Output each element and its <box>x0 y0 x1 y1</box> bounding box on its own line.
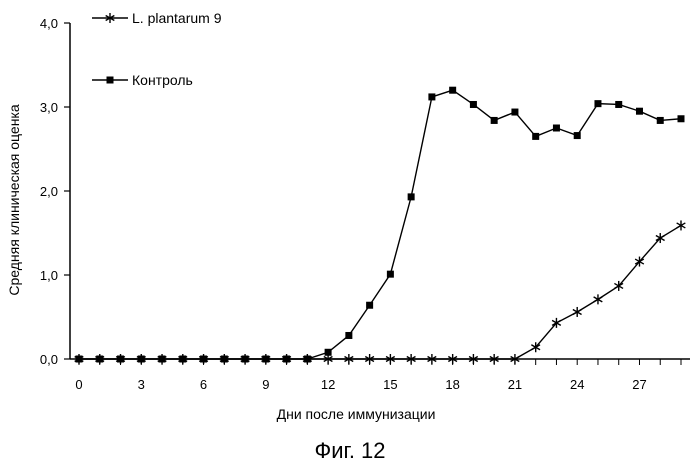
x-tick-label: 12 <box>321 377 335 392</box>
data-point-kontrol <box>76 356 83 363</box>
data-point-kontrol <box>636 108 643 115</box>
y-axis-label: Средняя клиническая оценка <box>6 104 22 296</box>
data-point-kontrol <box>159 356 166 363</box>
x-tick-label: 27 <box>632 377 646 392</box>
data-point-kontrol <box>449 87 456 94</box>
data-point-l-plantarum-9 <box>677 220 686 230</box>
data-point-l-plantarum-9 <box>573 307 582 317</box>
data-point-kontrol <box>283 356 290 363</box>
x-tick-label: 24 <box>570 377 584 392</box>
data-point-kontrol <box>615 101 622 108</box>
y-tick-label: 1,0 <box>40 268 58 283</box>
x-tick-label: 18 <box>445 377 459 392</box>
data-point-kontrol <box>345 332 352 339</box>
series-line-kontrol <box>79 90 681 359</box>
x-tick-label: 6 <box>200 377 207 392</box>
data-point-kontrol <box>532 133 539 140</box>
series-line-l-plantarum-9 <box>79 225 681 359</box>
data-point-kontrol <box>574 132 581 139</box>
data-point-kontrol <box>387 271 394 278</box>
x-tick-label: 3 <box>138 377 145 392</box>
y-ticks: 0,0 1,0 2,0 3,0 4,0 <box>40 16 70 367</box>
series-layer <box>75 87 686 364</box>
data-point-kontrol <box>491 117 498 124</box>
y-tick-label: 2,0 <box>40 184 58 199</box>
x-tick-label: 0 <box>75 377 82 392</box>
data-point-kontrol <box>262 356 269 363</box>
data-point-kontrol <box>428 93 435 100</box>
data-point-kontrol <box>594 100 601 107</box>
data-point-kontrol <box>200 356 207 363</box>
legend-label-l-plantarum-9: L. plantarum 9 <box>132 10 222 26</box>
x-tick-label: 21 <box>508 377 522 392</box>
data-point-kontrol <box>678 115 685 122</box>
x-tick-label: 15 <box>383 377 397 392</box>
y-tick-label: 0,0 <box>40 352 58 367</box>
data-point-kontrol <box>242 356 249 363</box>
legend-label-kontrol: Контроль <box>132 72 193 88</box>
data-point-kontrol <box>221 356 228 363</box>
data-point-kontrol <box>117 356 124 363</box>
y-tick-label: 4,0 <box>40 16 58 31</box>
data-point-kontrol <box>511 109 518 116</box>
figure-caption: Фиг. 12 <box>0 438 700 464</box>
legend: L. plantarum 9 Контроль <box>92 10 222 88</box>
data-point-kontrol <box>657 117 664 124</box>
data-point-kontrol <box>304 356 311 363</box>
data-point-kontrol <box>408 193 415 200</box>
x-ticks: 0 3 6 9 12 15 18 21 24 27 <box>75 359 681 392</box>
data-point-kontrol <box>366 302 373 309</box>
x-axis-label: Дни после иммунизации <box>277 406 436 422</box>
x-tick-label: 9 <box>262 377 269 392</box>
chart: 0,0 1,0 2,0 3,0 4,0 0 3 6 9 12 15 18 21 24 27 L. plan… <box>0 0 700 475</box>
data-point-kontrol <box>470 101 477 108</box>
data-point-l-plantarum-9 <box>594 294 603 304</box>
data-point-kontrol <box>96 356 103 363</box>
legend-marker-kontrol <box>107 77 114 84</box>
data-point-kontrol <box>553 125 560 132</box>
data-point-kontrol <box>138 356 145 363</box>
data-point-kontrol <box>325 349 332 356</box>
y-tick-label: 3,0 <box>40 100 58 115</box>
data-point-kontrol <box>179 356 186 363</box>
